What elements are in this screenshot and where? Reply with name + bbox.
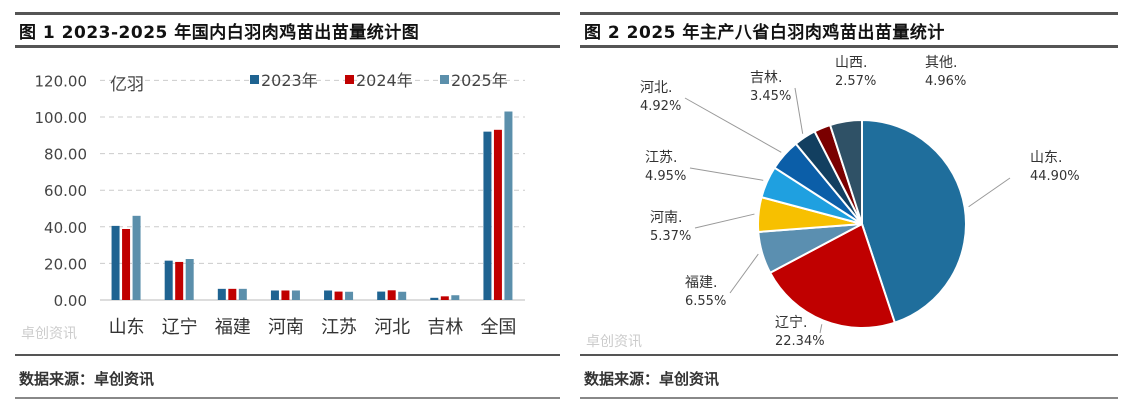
legend-label: 2024年	[356, 71, 413, 90]
source-note: 数据来源：卓创资讯	[584, 370, 720, 388]
x-tick-label: 河北	[374, 317, 410, 338]
legend-swatch	[250, 75, 259, 84]
bar-2025年	[132, 215, 141, 300]
x-tick-label: 吉林	[427, 317, 463, 338]
bar-2024年	[122, 228, 131, 300]
pie-slice	[861, 118, 967, 324]
y-tick-label: 120.00	[35, 72, 88, 90]
slice-percent: 5.37%	[650, 229, 691, 244]
divider	[580, 354, 1118, 356]
y-tick-label: 80.00	[44, 146, 87, 164]
bar-2024年	[228, 288, 237, 300]
slice-percent: 44.90%	[1030, 169, 1080, 184]
slice-percent: 3.45%	[750, 89, 791, 104]
pie-slice	[768, 222, 897, 329]
bar-2025年	[398, 291, 407, 300]
leader-line	[694, 213, 755, 229]
bar-2025年	[345, 291, 354, 300]
y-tick-label: 20.00	[44, 255, 87, 273]
divider	[580, 12, 1118, 15]
bar-chart: 0.00 20.00 40.00 60.00 80.00 100.00 120.00 亿羽卓创…	[21, 71, 525, 342]
pie-chart: 山东. 44.90% 辽宁. 22.34% 福建. 6.55% 河南. 5.37% 江苏. 4.9…	[586, 55, 1080, 350]
watermark: 卓创资讯	[21, 326, 77, 342]
chart-title: 图 2 2025 年主产八省白羽肉鸡苗出苗量统计	[584, 23, 945, 43]
chart-title: 图 1 2023-2025 年国内白羽肉鸡苗出苗量统计图	[19, 23, 420, 43]
divider	[580, 397, 1118, 399]
divider	[15, 45, 560, 48]
slice-percent: 2.57%	[835, 74, 876, 89]
x-tick-label: 辽宁	[162, 317, 198, 338]
slice-label: 河南.	[650, 210, 682, 226]
slice-percent: 4.92%	[640, 99, 681, 114]
bar-2023年	[324, 290, 333, 300]
divider	[15, 354, 560, 356]
bar-2024年	[334, 291, 343, 300]
bar-2023年	[483, 131, 492, 300]
slice-label: 江苏.	[645, 150, 677, 166]
leader-line	[729, 253, 759, 294]
pie-chart-panel: 图 2 2025 年主产八省白羽肉鸡苗出苗量统计 山东. 44.90% 辽宁. 22.…	[580, 0, 1118, 408]
bar-2024年	[175, 261, 184, 300]
x-tick-label: 江苏	[321, 317, 357, 338]
slice-percent: 4.96%	[925, 74, 966, 89]
divider	[15, 12, 560, 15]
slice-label: 山东.	[1030, 150, 1062, 166]
bar-2023年	[217, 288, 226, 300]
source-note: 数据来源：卓创资讯	[19, 370, 155, 388]
bar-2023年	[377, 291, 386, 300]
x-tick-label: 河南	[268, 317, 304, 338]
slice-label: 吉林.	[750, 70, 782, 86]
legend-swatch	[345, 75, 354, 84]
x-tick-label: 福建	[215, 317, 251, 338]
slice-label: 河北.	[640, 80, 672, 96]
bar-2023年	[430, 297, 439, 300]
slice-percent: 6.55%	[685, 294, 726, 309]
y-tick-label: 60.00	[44, 182, 87, 200]
legend-swatch	[440, 75, 449, 84]
bar-2025年	[451, 295, 460, 300]
y-tick-label: 0.00	[54, 292, 87, 310]
slice-label: 其他.	[925, 55, 957, 71]
slice-percent: 22.34%	[775, 334, 825, 349]
leader-line	[968, 177, 1011, 208]
bar-2024年	[493, 129, 502, 300]
legend-label: 2025年	[451, 71, 508, 90]
slice-label: 福建.	[685, 275, 717, 291]
bar-2024年	[387, 290, 396, 300]
slice-percent: 4.95%	[645, 169, 686, 184]
bar-2025年	[238, 288, 247, 300]
pie-slice	[828, 118, 863, 225]
bar-2023年	[164, 260, 173, 300]
divider	[15, 397, 560, 399]
bar-2024年	[440, 296, 449, 300]
x-tick-label: 山东	[109, 317, 145, 338]
leader-line	[689, 167, 764, 181]
slice-label: 辽宁.	[775, 314, 807, 331]
bar-2025年	[185, 259, 194, 300]
leader-line	[819, 324, 823, 334]
bar-2023年	[270, 290, 279, 300]
bar-2024年	[281, 290, 290, 300]
bar-2025年	[291, 290, 300, 300]
bar-2025年	[504, 111, 513, 300]
legend-label: 2023年	[261, 71, 318, 90]
y-tick-label: 100.00	[35, 109, 88, 127]
leader-line	[684, 97, 782, 153]
watermark: 卓创资讯	[586, 334, 642, 350]
leader-line	[794, 87, 804, 134]
y-axis-label: 亿羽	[110, 75, 144, 95]
bar-2023年	[111, 225, 120, 300]
x-tick-label: 全国	[480, 317, 516, 338]
slice-label: 山西.	[835, 55, 867, 71]
y-tick-label: 40.00	[44, 219, 87, 237]
divider	[580, 45, 1118, 48]
bar-chart-panel: 图 1 2023-2025 年国内白羽肉鸡苗出苗量统计图 0.00 20.00 40…	[15, 0, 560, 408]
